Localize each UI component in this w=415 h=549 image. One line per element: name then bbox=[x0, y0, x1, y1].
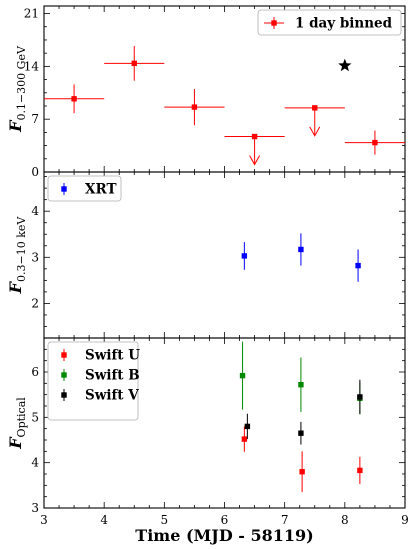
x-tick-label: 7 bbox=[281, 513, 289, 527]
legend-marker bbox=[61, 352, 67, 358]
legend-label: Swift V bbox=[85, 388, 139, 404]
data-point bbox=[131, 60, 137, 67]
y-axis-label: FOptical bbox=[6, 397, 28, 450]
legend-box bbox=[257, 9, 402, 36]
y-tick-label: 3 bbox=[31, 250, 39, 264]
data-layer bbox=[44, 45, 405, 493]
legend-marker bbox=[61, 186, 67, 192]
data-point bbox=[191, 104, 198, 110]
panel-bottom bbox=[43, 337, 406, 509]
data-point bbox=[241, 253, 248, 259]
legend-label: 1 day binned bbox=[295, 16, 393, 32]
legend-label: Swift U bbox=[85, 348, 140, 364]
legend-bottom: Swift U Swift B Swift V bbox=[47, 341, 140, 421]
y-tick-label: 21 bbox=[24, 7, 39, 21]
legend-marker bbox=[271, 20, 277, 26]
x-axis-label: Time (MJD - 58119) bbox=[135, 526, 313, 545]
data-point bbox=[71, 96, 77, 102]
upper-limit-point bbox=[312, 105, 318, 111]
x-tick-label: 8 bbox=[341, 513, 349, 527]
y-tick-label: 14 bbox=[24, 59, 40, 73]
data-point bbox=[355, 262, 361, 269]
y-axis-label-sub: 0.1−300 GeV bbox=[15, 45, 28, 120]
panel-frames bbox=[43, 5, 406, 509]
data-point bbox=[298, 381, 304, 388]
legend-middle: XRT bbox=[47, 175, 122, 202]
y-tick-label: 0 bbox=[31, 165, 39, 179]
y-axis-label-sub: Optical bbox=[15, 397, 28, 438]
x-tick-label: 4 bbox=[100, 513, 108, 527]
x-tick-label: 5 bbox=[161, 513, 169, 527]
data-point bbox=[372, 139, 378, 146]
upper-limit-arrow-head bbox=[309, 126, 321, 137]
legend-marker bbox=[61, 372, 67, 378]
data-point bbox=[357, 394, 363, 400]
data-point bbox=[298, 246, 304, 253]
y-axis-label: F0.1−300 GeV bbox=[6, 45, 28, 133]
legend-box bbox=[47, 341, 139, 421]
y-tick-label: 7 bbox=[31, 112, 39, 126]
y-axis-label-main: F bbox=[6, 436, 25, 450]
x-tick-label: 6 bbox=[221, 513, 229, 527]
data-point bbox=[241, 436, 248, 442]
x-tick-label: 9 bbox=[401, 513, 409, 527]
x-tick-label: 3 bbox=[40, 513, 48, 527]
y-tick-label: 2 bbox=[31, 296, 39, 310]
y-tick-label: 4 bbox=[31, 456, 39, 470]
y-axis-label: F0.3−10 keV bbox=[6, 216, 28, 295]
upper-limit-arrow-head bbox=[249, 155, 261, 166]
upper-limit-point bbox=[251, 133, 258, 140]
y-tick-label: 5 bbox=[31, 410, 39, 424]
legend-box bbox=[47, 175, 122, 202]
legend-label: Swift B bbox=[85, 368, 140, 384]
data-point bbox=[299, 469, 305, 475]
data-point bbox=[244, 423, 251, 430]
legend-top: 1 day binned bbox=[257, 9, 402, 36]
data-point bbox=[357, 467, 363, 474]
star-marker bbox=[338, 58, 352, 72]
y-tick-label: 4 bbox=[31, 204, 39, 218]
y-tick-label: 3 bbox=[31, 501, 39, 515]
y-tick-label: 6 bbox=[31, 365, 39, 379]
y-axis-label-sub: 0.3−10 keV bbox=[15, 216, 28, 282]
y-axis-label-main: F bbox=[6, 119, 25, 133]
data-point bbox=[239, 372, 246, 379]
y-axis-label-main: F bbox=[6, 280, 25, 294]
data-point bbox=[298, 430, 304, 436]
legend-marker bbox=[61, 392, 67, 398]
legend-label: XRT bbox=[85, 182, 117, 198]
